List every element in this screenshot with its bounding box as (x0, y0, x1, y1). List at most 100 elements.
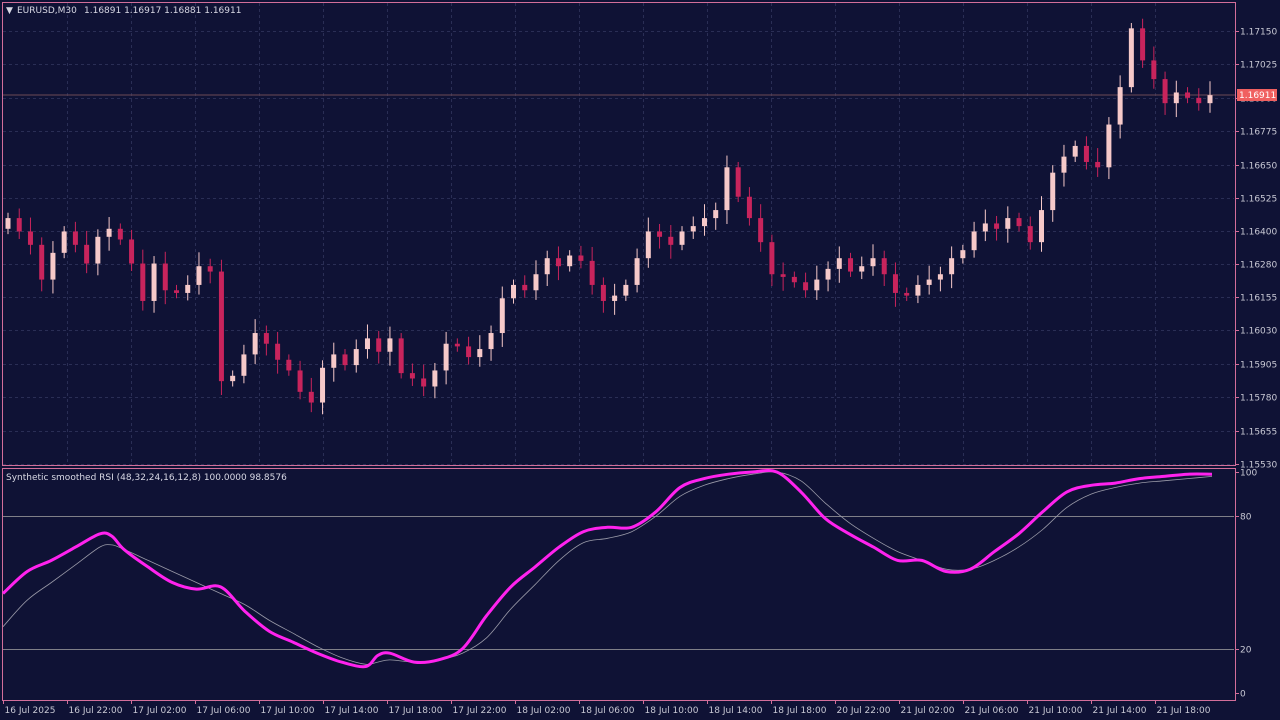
candle-body (477, 349, 483, 358)
candle-body (499, 298, 505, 334)
candle-body (511, 284, 517, 299)
candle-body (1050, 172, 1056, 211)
candle-body (904, 292, 910, 296)
candle-body (848, 258, 854, 272)
indicator-label: Synthetic smoothed RSI (48,32,24,16,12,8… (6, 473, 287, 483)
candle-body (286, 359, 292, 371)
candle-body (27, 231, 33, 245)
candle-body (5, 218, 11, 229)
time-tick-label: 17 Jul 22:00 (453, 706, 507, 716)
candle-body (892, 274, 898, 293)
candle-body (803, 282, 809, 291)
candle-body (151, 263, 157, 301)
candle-body (668, 236, 674, 245)
current-price-value: 1.16911 (1239, 91, 1276, 101)
candle-body (1038, 210, 1044, 243)
candle-body (409, 373, 415, 379)
candle-body (544, 258, 550, 275)
price-tick-label: 1.16030 (1240, 327, 1277, 337)
rsi-tick-label: 100 (1240, 469, 1257, 479)
time-tick-label: 17 Jul 14:00 (325, 706, 379, 716)
price-pane-frame (2, 2, 1236, 466)
time-axis[interactable]: 16 Jul 2025 16 Jul 22:00 17 Jul 02:00 17 Ju… (3, 700, 1211, 716)
candle-body (937, 274, 943, 280)
header-arrow-icon[interactable]: ▼ (6, 6, 13, 16)
candle-body (196, 266, 202, 285)
price-axis[interactable]: 1.171501.170251.169001.167751.166501.165… (1235, 28, 1277, 471)
candle-body (185, 284, 191, 293)
candle-body (567, 255, 573, 267)
candle-body (443, 343, 449, 371)
rsi-tick-label: 20 (1240, 646, 1252, 656)
candle-body (241, 354, 247, 376)
time-tick-label: 17 Jul 18:00 (389, 706, 443, 716)
candle-body (1207, 95, 1213, 104)
candle-body (1061, 156, 1067, 173)
candle-body (971, 231, 977, 251)
candle-body (960, 250, 966, 259)
candle-body (949, 258, 955, 275)
candle-body (645, 231, 651, 259)
candle-body (814, 279, 820, 291)
candle-body (926, 279, 932, 285)
time-tick-label: 21 Jul 02:00 (901, 706, 955, 716)
candle-body (1095, 161, 1101, 168)
candle-body (555, 258, 561, 267)
time-tick-label: 17 Jul 06:00 (197, 706, 251, 716)
rsi-main-line (1, 468, 1213, 669)
time-tick-label: 18 Jul 06:00 (581, 706, 635, 716)
indicator-pane[interactable]: Synthetic smoothed RSI (48,32,24,16,12,8… (1, 468, 1236, 701)
candle-body (870, 258, 876, 267)
candle-body (780, 274, 786, 277)
candle-body (1140, 28, 1146, 61)
candle-body (589, 260, 595, 285)
candle-body (915, 284, 921, 296)
candle-body (657, 231, 663, 237)
candle-body (84, 244, 90, 264)
candle-body (623, 284, 629, 296)
price-grid (3, 3, 1234, 465)
candle-body (600, 284, 606, 301)
indicator-pane-frame (2, 468, 1236, 701)
candle-body (16, 218, 22, 232)
candle-body (376, 338, 382, 352)
candle-body (117, 228, 123, 240)
candle-body (836, 258, 842, 269)
candle-body (275, 343, 281, 360)
candle-body (881, 258, 887, 275)
candle-body (1162, 79, 1168, 104)
candle-body (1083, 145, 1089, 162)
candle-body (724, 167, 730, 211)
time-tick-label: 16 Jul 22:00 (69, 706, 123, 716)
candle-body (746, 196, 752, 219)
candle-body (50, 252, 56, 280)
candle-body (454, 343, 460, 347)
candle-body (174, 290, 180, 293)
candle-body (1173, 92, 1179, 104)
rsi-tick-label: 0 (1240, 690, 1246, 700)
candle-body (207, 266, 213, 272)
time-tick-label: 17 Jul 02:00 (133, 706, 187, 716)
chart-symbol-label: EURUSD,M30 (17, 6, 77, 16)
rsi-axis[interactable]: 100 80 20 0 (1235, 469, 1257, 700)
candle-body (1072, 145, 1078, 157)
candle-body (1027, 226, 1033, 243)
candle-body (612, 295, 618, 301)
candle-body (679, 231, 685, 245)
time-tick-label: 17 Jul 10:00 (261, 706, 315, 716)
candle-body (106, 228, 112, 237)
time-tick-label: 21 Jul 14:00 (1093, 706, 1147, 716)
price-tick-label: 1.17025 (1240, 61, 1277, 71)
price-pane[interactable]: ▼ EURUSD,M30 1.16891 1.16917 1.16881 1.1… (2, 2, 1236, 466)
candle-body (263, 333, 269, 344)
candle-body (308, 391, 314, 403)
candle-body (758, 218, 764, 243)
candle-body (320, 367, 326, 403)
time-tick-label: 21 Jul 18:00 (1157, 706, 1211, 716)
candle-body (364, 338, 370, 350)
candle-body (1185, 92, 1191, 98)
candle-body (994, 223, 1000, 229)
candle-body (769, 242, 775, 275)
candle-body (140, 263, 146, 301)
